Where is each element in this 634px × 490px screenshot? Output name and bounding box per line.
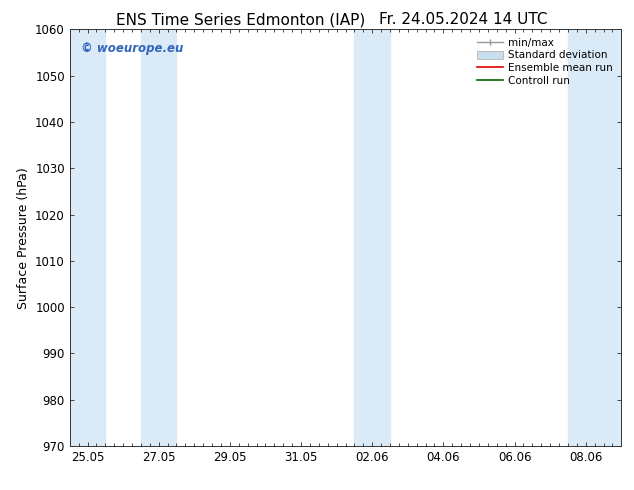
Bar <box>354 29 390 446</box>
Bar <box>70 29 105 446</box>
Bar <box>568 29 621 446</box>
Y-axis label: Surface Pressure (hPa): Surface Pressure (hPa) <box>16 167 30 309</box>
Bar <box>141 29 176 446</box>
Text: © woeurope.eu: © woeurope.eu <box>81 42 183 55</box>
Text: ENS Time Series Edmonton (IAP): ENS Time Series Edmonton (IAP) <box>116 12 366 27</box>
Legend: min/max, Standard deviation, Ensemble mean run, Controll run: min/max, Standard deviation, Ensemble me… <box>474 35 616 89</box>
Text: Fr. 24.05.2024 14 UTC: Fr. 24.05.2024 14 UTC <box>378 12 547 27</box>
